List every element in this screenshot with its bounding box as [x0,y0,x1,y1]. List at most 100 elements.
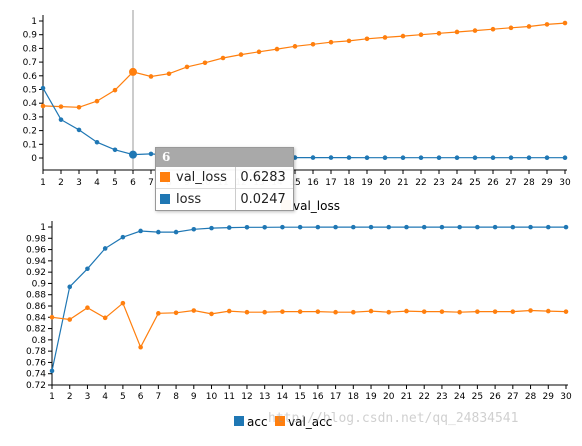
loss-chart-point-val-loss[interactable] [76,105,82,110]
loss-chart-point-val-loss[interactable] [202,60,208,66]
acc-chart-point-acc[interactable] [120,234,126,240]
loss-chart-point-val-loss[interactable] [148,74,154,79]
acc-chart-point-acc[interactable] [404,224,409,230]
loss-chart-point-val-loss[interactable] [94,98,100,104]
loss-chart-point-loss[interactable] [76,127,82,133]
acc-chart-point-val-acc[interactable] [138,344,143,350]
loss-chart-point-loss[interactable] [112,147,118,153]
acc-chart-point-acc[interactable] [386,224,392,230]
loss-chart-point-val-loss[interactable] [310,41,316,47]
loss-chart-point-val-loss[interactable] [274,46,280,52]
loss-chart-point-loss[interactable] [129,150,137,159]
loss-chart-point-val-loss[interactable] [526,24,532,29]
acc-chart-point-acc[interactable] [439,224,445,230]
loss-chart-line-val-loss[interactable] [42,22,566,108]
acc-chart-point-val-acc[interactable] [439,309,445,314]
acc-chart-point-acc[interactable] [138,228,143,234]
loss-chart-point-loss[interactable] [382,155,388,161]
acc-chart-point-acc[interactable] [563,224,569,230]
acc-chart-point-val-acc[interactable] [280,309,285,314]
loss-chart-point-val-loss[interactable] [58,104,64,109]
loss-chart-point-loss[interactable] [544,155,550,161]
acc-chart-point-val-acc[interactable] [386,309,392,315]
loss-chart-point-val-loss[interactable] [544,22,550,27]
acc-chart-point-acc[interactable] [545,224,551,230]
loss-chart-point-val-loss[interactable] [40,103,46,109]
acc-chart-point-val-acc[interactable] [49,314,55,320]
loss-chart-point-loss[interactable] [40,85,46,91]
acc-chart-point-acc[interactable] [280,224,285,230]
loss-chart-point-loss[interactable] [436,155,442,161]
acc-chart-point-acc[interactable] [244,224,250,230]
loss-chart-point-loss[interactable] [490,155,496,161]
loss-chart-point-loss[interactable] [328,155,334,160]
loss-chart-point-loss[interactable] [346,155,352,160]
acc-chart-point-acc[interactable] [297,224,303,230]
acc-chart-point-val-acc[interactable] [545,308,551,314]
loss-chart-point-val-loss[interactable] [292,44,298,49]
loss-chart-point-val-loss[interactable] [346,38,352,44]
acc-chart-point-val-acc[interactable] [262,309,267,315]
acc-chart-point-acc[interactable] [528,224,533,230]
acc-chart-point-val-acc[interactable] [102,315,108,321]
acc-chart-point-val-acc[interactable] [244,309,250,315]
acc-chart-point-val-acc[interactable] [315,309,321,314]
loss-chart-point-val-loss[interactable] [400,33,406,39]
acc-chart-line-acc[interactable] [51,226,566,372]
acc-chart-point-acc[interactable] [262,224,267,230]
acc-chart-point-acc[interactable] [333,224,338,230]
acc-chart-point-val-acc[interactable] [67,317,73,322]
loss-chart-point-loss[interactable] [148,151,154,157]
loss-chart-point-val-loss[interactable] [472,28,478,33]
acc-chart-point-acc[interactable] [421,224,427,230]
acc-chart-point-val-acc[interactable] [563,309,569,314]
acc-chart-point-val-acc[interactable] [173,310,179,316]
loss-chart-point-loss[interactable] [310,155,316,160]
loss-chart-point-val-loss[interactable] [454,29,460,35]
loss-chart-point-val-loss[interactable] [436,31,442,36]
loss-chart-point-val-loss[interactable] [220,55,226,61]
loss-chart-point-val-loss[interactable] [184,64,190,70]
acc-chart-point-acc[interactable] [209,225,214,231]
acc-chart-point-acc[interactable] [67,284,73,290]
acc-chart-point-acc[interactable] [156,229,161,235]
acc-chart-point-acc[interactable] [173,229,179,235]
loss-chart-point-val-loss[interactable] [490,26,496,32]
acc-chart-point-val-acc[interactable] [475,309,480,314]
loss-chart-line-loss[interactable] [42,87,565,159]
loss-chart-point-val-loss[interactable] [129,67,137,76]
acc-chart-point-val-acc[interactable] [85,305,90,310]
loss-chart-point-loss[interactable] [94,139,100,145]
loss-chart-point-val-loss[interactable] [238,52,244,57]
acc-chart-point-val-acc[interactable] [191,308,197,313]
loss-chart-point-val-loss[interactable] [112,87,118,93]
loss-chart-point-val-loss[interactable] [328,39,334,45]
loss-chart-point-loss[interactable] [418,155,424,161]
acc-chart-point-val-acc[interactable] [297,309,303,314]
acc-chart-point-val-acc[interactable] [457,309,462,315]
acc-chart-point-val-acc[interactable] [351,309,356,315]
acc-chart-point-val-acc[interactable] [156,311,161,316]
acc-chart-point-acc[interactable] [85,266,90,272]
acc-chart-point-val-acc[interactable] [120,300,126,306]
loss-chart-point-val-loss[interactable] [562,20,568,26]
acc-chart-point-val-acc[interactable] [333,309,338,315]
acc-chart-point-acc[interactable] [102,246,108,251]
loss-chart-point-loss[interactable] [472,155,478,161]
acc-chart-point-acc[interactable] [368,224,374,230]
acc-chart-point-acc[interactable] [226,225,232,230]
acc-chart-point-acc[interactable] [49,368,55,374]
loss-chart-point-loss[interactable] [400,155,406,161]
acc-chart-point-val-acc[interactable] [404,308,409,314]
loss-chart-point-loss[interactable] [508,155,514,161]
acc-chart-point-acc[interactable] [457,224,462,230]
acc-chart-point-acc[interactable] [492,224,498,230]
acc-chart-point-val-acc[interactable] [421,309,427,314]
acc-chart-point-val-acc[interactable] [368,308,374,314]
acc-chart-line-val-acc[interactable] [51,302,567,349]
loss-chart-point-loss[interactable] [454,155,460,161]
loss-chart-point-val-loss[interactable] [256,49,262,55]
loss-chart-point-loss[interactable] [58,117,64,122]
loss-chart-point-val-loss[interactable] [166,71,172,77]
loss-chart-point-val-loss[interactable] [418,32,424,37]
